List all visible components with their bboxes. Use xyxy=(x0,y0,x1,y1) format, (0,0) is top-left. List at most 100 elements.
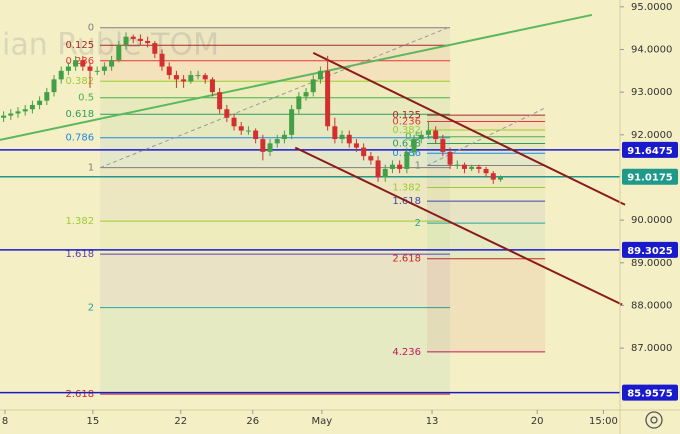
candle-body xyxy=(181,79,187,82)
candle-body xyxy=(22,109,28,112)
fib-band xyxy=(427,143,546,154)
candle-body xyxy=(382,168,388,178)
candle-body xyxy=(238,126,244,131)
x-tick-label: 22 xyxy=(174,416,187,427)
candle-body xyxy=(433,130,439,140)
candle-body xyxy=(375,160,381,178)
candle-body xyxy=(253,130,259,140)
price-label-box xyxy=(622,141,678,158)
candle-body xyxy=(231,117,237,127)
candle-body xyxy=(145,40,151,44)
fib-band xyxy=(427,187,546,202)
y-tick-label: 87.0000 xyxy=(631,343,672,354)
plot-area: 00.1250.2360.3820.50.6180.78611.3821.618… xyxy=(0,13,626,400)
candle-body xyxy=(65,66,71,71)
fib-band xyxy=(427,258,546,352)
settings-icon[interactable] xyxy=(645,411,663,429)
candle-body xyxy=(425,130,431,135)
fib-label: 0.786 xyxy=(65,133,94,144)
candle-body xyxy=(29,104,35,110)
x-tick-label: 15:00 xyxy=(589,416,618,427)
price-label: 89.3025 xyxy=(627,246,673,257)
fib-label: 1.382 xyxy=(65,216,94,227)
candle-body xyxy=(483,168,489,174)
candle-body xyxy=(296,96,302,110)
x-tick-label: 8 xyxy=(2,416,8,427)
candle-body xyxy=(166,66,172,76)
candle-body xyxy=(101,66,107,71)
candle-body xyxy=(159,53,165,67)
candle-body xyxy=(123,36,129,46)
candle-body xyxy=(332,126,338,140)
fib-band xyxy=(427,136,546,144)
candle-body xyxy=(368,156,374,161)
candle-body xyxy=(447,151,453,165)
y-tick-label: 94.0000 xyxy=(631,44,672,55)
fib-label: 0.382 xyxy=(392,125,421,136)
y-tick-label: 93.0000 xyxy=(631,87,672,98)
candle-body xyxy=(202,75,208,80)
candle-body xyxy=(490,173,496,180)
candle-body xyxy=(217,92,223,110)
y-tick-label: 89.0000 xyxy=(631,258,672,269)
fib-label: 2 xyxy=(88,303,94,314)
candle-body xyxy=(346,134,352,144)
fib-band xyxy=(427,201,546,224)
candle-body xyxy=(209,79,215,93)
fib-band xyxy=(427,153,546,166)
fib-band xyxy=(427,129,546,137)
candle-body xyxy=(80,60,86,67)
fib-band xyxy=(427,223,546,259)
candle-body xyxy=(497,176,503,180)
fib-label: 2.618 xyxy=(65,389,94,400)
candle-body xyxy=(94,70,100,72)
fib-label: 0.125 xyxy=(392,110,421,121)
fib-label: 0.5 xyxy=(405,132,421,143)
candle-body xyxy=(289,109,295,135)
candle-body xyxy=(281,134,287,140)
fib-band xyxy=(100,307,451,395)
candle-body xyxy=(361,147,367,157)
candle-body xyxy=(353,143,359,148)
candle-body xyxy=(469,166,475,169)
candle-body xyxy=(440,139,446,152)
fib-band xyxy=(100,45,451,61)
fib-band xyxy=(100,221,451,255)
fib-label: 1 xyxy=(88,163,94,174)
fib-label: 4.236 xyxy=(392,347,421,358)
fib-label: 1.618 xyxy=(65,249,94,260)
candle-body xyxy=(418,134,424,140)
fib-label: 1.382 xyxy=(392,183,421,194)
fib-band xyxy=(427,115,546,122)
candle-body xyxy=(224,109,230,118)
price-label: 91.6475 xyxy=(627,146,673,157)
fib-label: 0.618 xyxy=(65,109,94,120)
price-label-box xyxy=(622,241,678,258)
candle-body xyxy=(260,139,266,152)
price-label-box xyxy=(622,168,678,185)
candle-body xyxy=(303,92,309,97)
candle-body xyxy=(87,66,93,71)
candle-body xyxy=(274,139,280,144)
fib-band xyxy=(100,167,451,222)
candle-body xyxy=(58,70,64,80)
fib-band xyxy=(100,27,451,46)
candle-body xyxy=(15,111,21,114)
candle-body xyxy=(188,75,194,82)
candle-body xyxy=(317,70,323,80)
candle-body xyxy=(397,164,403,169)
x-tick-label: 26 xyxy=(246,416,259,427)
fib-label: 0.618 xyxy=(392,139,421,150)
fib-band xyxy=(100,254,451,308)
candle-body xyxy=(173,75,179,80)
fib-band xyxy=(100,114,451,138)
y-tick-label: 95.0000 xyxy=(631,2,672,13)
x-tick-label: May xyxy=(312,416,333,427)
candle-body xyxy=(137,38,143,41)
price-label-box xyxy=(622,384,678,401)
fib-label: 0.382 xyxy=(65,76,94,87)
candle-body xyxy=(339,134,345,140)
y-tick-label: 92.0000 xyxy=(631,130,672,141)
trend-line xyxy=(312,52,626,206)
